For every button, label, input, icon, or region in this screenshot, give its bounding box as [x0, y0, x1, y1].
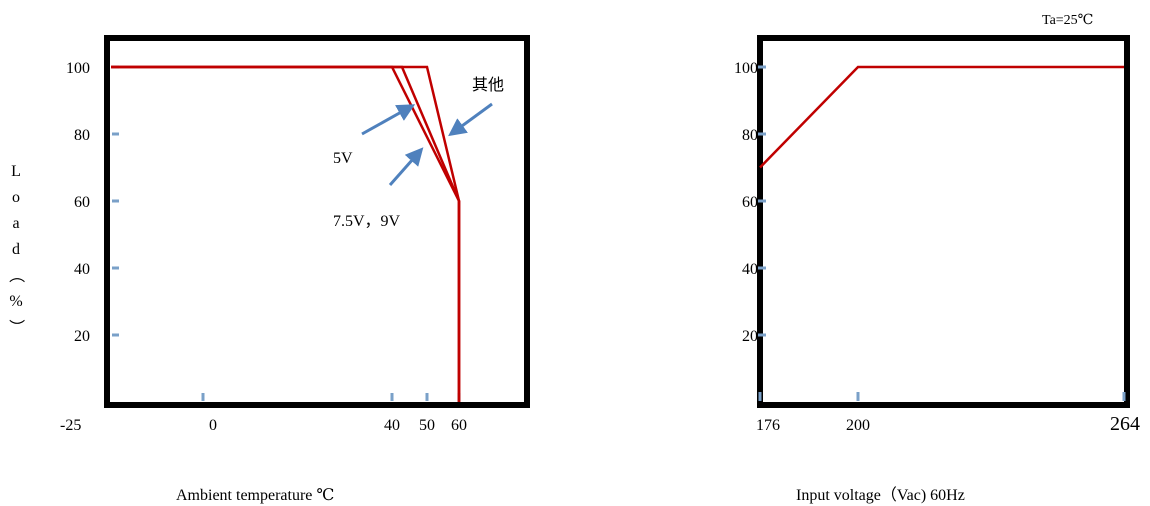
annotation-7-5v-9v: 7.5V，9V	[333, 213, 401, 230]
left-y-axis-label-char: d	[12, 241, 20, 258]
left-series	[111, 65, 461, 402]
right-x-axis-label: Input voltage（Vac) 60Hz	[796, 486, 965, 504]
right-y-tick-label: 40	[742, 261, 758, 278]
annotation-5v: 5V	[333, 150, 353, 167]
left-series-line	[111, 65, 461, 402]
left-y-axis-label-char: a	[12, 215, 19, 232]
left-y-tick-label: 80	[74, 127, 90, 144]
left-plot-frame	[104, 35, 530, 408]
left-x-tick-label: 0	[209, 417, 217, 434]
right-plot-frame	[757, 35, 1130, 408]
left-y-axis-label-char: %	[9, 293, 22, 310]
left-x-axis-label: Ambient temperature ℃	[176, 487, 334, 504]
arrow-other	[448, 102, 493, 137]
left-y-tick-label: 20	[74, 328, 90, 345]
left-y-axis-label-char: L	[11, 163, 21, 180]
left-x-tick-label: -25	[60, 417, 81, 434]
left-x-tick-label: 60	[451, 417, 467, 434]
right-series-line	[759, 65, 1124, 169]
arrow-7-5v-9v	[388, 147, 424, 186]
left-y-axis-label-char: o	[12, 189, 20, 206]
left-y-axis-label-char: （	[7, 267, 25, 283]
right-y-tick-label: 100	[734, 60, 758, 77]
left-series-line	[111, 65, 461, 402]
left-y-axis-label-char: ）	[7, 319, 25, 335]
right-y-tick-label: 60	[742, 194, 758, 211]
left-arrows	[361, 102, 493, 186]
right-y-tick-label: 20	[742, 328, 758, 345]
left-y-tick-label: 40	[74, 261, 90, 278]
right-y-tick-label: 80	[742, 127, 758, 144]
right-condition-note: Ta=25℃	[1042, 13, 1093, 28]
left-y-tick-label: 60	[74, 194, 90, 211]
arrow-5v	[361, 104, 416, 136]
left-x-tick-label: 40	[384, 417, 400, 434]
right-x-tick-label: 176	[756, 417, 780, 434]
left-y-tick-label: 100	[66, 60, 90, 77]
right-x-tick-label: 264	[1110, 413, 1140, 435]
right-ticks: 20 40 60 80 100 176 200 264	[734, 60, 1140, 435]
left-ticks: 20 40 60 80 100 -25 0 40 50 60	[60, 60, 467, 434]
left-x-tick-label: 50	[419, 417, 435, 434]
annotation-other: 其他	[472, 76, 504, 94]
right-x-tick-label: 200	[846, 417, 870, 434]
left-series-line	[111, 65, 461, 402]
right-series	[759, 65, 1124, 169]
